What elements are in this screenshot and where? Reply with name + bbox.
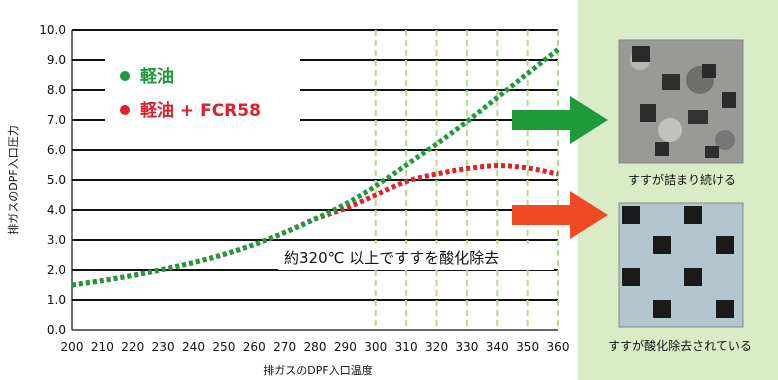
x-tick-label: 280 bbox=[304, 340, 327, 354]
x-axis-title: 排ガスのDPF入口温度 bbox=[263, 363, 372, 377]
x-tick-label: 200 bbox=[61, 340, 84, 354]
y-tick-label: 7.0 bbox=[47, 113, 66, 127]
clogged-filter-photo bbox=[618, 39, 744, 164]
y-tick-label: 6.0 bbox=[47, 143, 66, 157]
axes bbox=[71, 30, 558, 331]
x-tick-label: 320 bbox=[425, 340, 448, 354]
y-tick-label: 5.0 bbox=[47, 173, 66, 187]
x-tick-label: 330 bbox=[455, 340, 478, 354]
series-layer bbox=[71, 47, 560, 288]
legend-dot-diesel bbox=[120, 71, 130, 81]
x-tick-label: 230 bbox=[152, 340, 175, 354]
y-tick-label: 3.0 bbox=[47, 233, 66, 247]
top-photo-caption: すすが詰まり続ける bbox=[628, 172, 736, 187]
y-tick-label: 10.0 bbox=[39, 23, 66, 37]
y-tick-label: 1.0 bbox=[47, 293, 66, 307]
x-tick-labels: 200 210 220 230 240 250 260 270 280 290 300 310 320 3… bbox=[61, 340, 570, 354]
x-tick-label: 360 bbox=[547, 340, 570, 354]
x-tick-label: 220 bbox=[121, 340, 144, 354]
legend-background bbox=[105, 56, 300, 132]
arrow-right-green-icon bbox=[512, 96, 608, 144]
annotation-text: 約320℃ 以上ですすを酸化除去 bbox=[284, 249, 499, 267]
x-tick-label: 300 bbox=[364, 340, 387, 354]
x-tick-label: 260 bbox=[243, 340, 266, 354]
y-tick-label: 8.0 bbox=[47, 83, 66, 97]
y-tick-label: 4.0 bbox=[47, 203, 66, 217]
x-tick-label: 350 bbox=[516, 340, 539, 354]
legend-label-diesel: 軽油 bbox=[140, 66, 174, 87]
x-tick-label: 290 bbox=[334, 340, 357, 354]
highlight-grid-layer bbox=[374, 30, 559, 330]
annotation-background bbox=[278, 244, 554, 270]
legend-label-diesel-fcr58: 軽油 + FCR58 bbox=[140, 100, 261, 121]
x-tick-label: 310 bbox=[395, 340, 418, 354]
y-axis-title: 排ガスのDPF入口圧力 bbox=[6, 125, 20, 234]
bottom-photo-caption: すすが酸化除去されている bbox=[608, 338, 752, 353]
y-tick-label: 0.0 bbox=[47, 323, 66, 337]
y-tick-labels: 0.0 1.0 2.0 3.0 4.0 5.0 6.0 7.0 8.0 9.0 10.0 bbox=[39, 23, 66, 337]
x-tick-label: 250 bbox=[212, 340, 235, 354]
legend: 軽油 軽油 + FCR58 bbox=[105, 56, 300, 132]
x-tick-label: 270 bbox=[273, 340, 296, 354]
legend-dot-diesel-fcr58 bbox=[120, 105, 130, 115]
series-line-0 bbox=[71, 47, 560, 288]
x-tick-label: 240 bbox=[182, 340, 205, 354]
x-tick-label: 340 bbox=[486, 340, 509, 354]
y-tick-label: 2.0 bbox=[47, 263, 66, 277]
cleaned-filter-photo bbox=[618, 202, 744, 328]
arrow-right-orange-icon bbox=[512, 191, 608, 239]
x-tick-label: 210 bbox=[91, 340, 114, 354]
y-tick-label: 9.0 bbox=[47, 53, 66, 67]
